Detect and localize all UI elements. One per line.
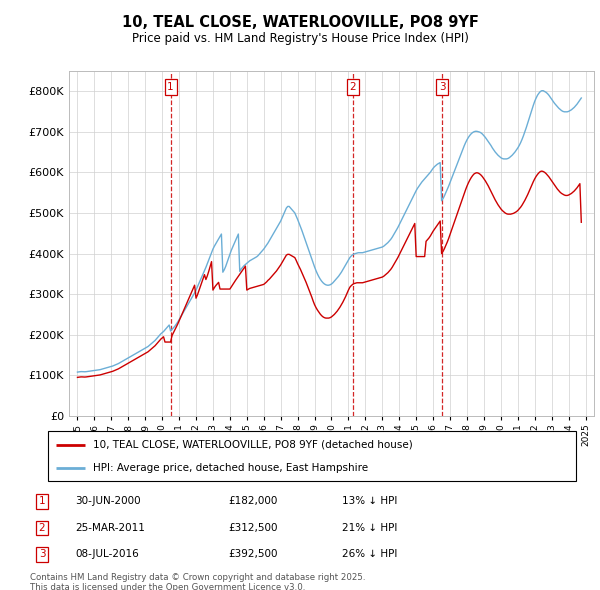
Text: 2: 2 xyxy=(349,82,356,92)
Text: HPI: Average price, detached house, East Hampshire: HPI: Average price, detached house, East… xyxy=(93,463,368,473)
Text: 10, TEAL CLOSE, WATERLOOVILLE, PO8 9YF: 10, TEAL CLOSE, WATERLOOVILLE, PO8 9YF xyxy=(122,15,478,30)
Text: Price paid vs. HM Land Registry's House Price Index (HPI): Price paid vs. HM Land Registry's House … xyxy=(131,32,469,45)
Text: 1: 1 xyxy=(167,82,174,92)
Text: This data is licensed under the Open Government Licence v3.0.: This data is licensed under the Open Gov… xyxy=(30,583,305,590)
Text: 30-JUN-2000: 30-JUN-2000 xyxy=(75,496,140,506)
Text: 10, TEAL CLOSE, WATERLOOVILLE, PO8 9YF (detached house): 10, TEAL CLOSE, WATERLOOVILLE, PO8 9YF (… xyxy=(93,440,413,450)
Text: 21% ↓ HPI: 21% ↓ HPI xyxy=(342,523,397,533)
Text: £392,500: £392,500 xyxy=(228,549,277,559)
Text: 25-MAR-2011: 25-MAR-2011 xyxy=(75,523,145,533)
Text: 26% ↓ HPI: 26% ↓ HPI xyxy=(342,549,397,559)
Text: Contains HM Land Registry data © Crown copyright and database right 2025.: Contains HM Land Registry data © Crown c… xyxy=(30,573,365,582)
Text: 08-JUL-2016: 08-JUL-2016 xyxy=(75,549,139,559)
Text: 3: 3 xyxy=(38,549,46,559)
Text: 1: 1 xyxy=(38,496,46,506)
Text: £182,000: £182,000 xyxy=(228,496,277,506)
Text: £312,500: £312,500 xyxy=(228,523,277,533)
Text: 13% ↓ HPI: 13% ↓ HPI xyxy=(342,496,397,506)
Text: 2: 2 xyxy=(38,523,46,533)
Text: 3: 3 xyxy=(439,82,446,92)
